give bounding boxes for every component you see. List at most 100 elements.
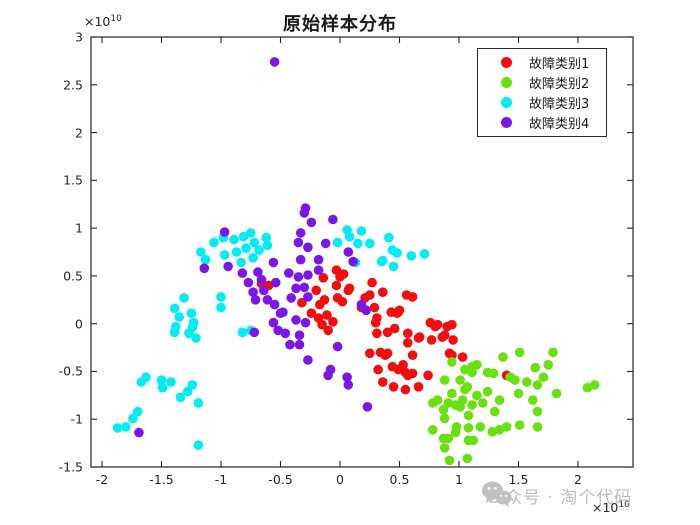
scatter-point-class4 bbox=[219, 227, 230, 237]
scatter-point-class3 bbox=[332, 237, 343, 248]
scatter-point-class3 bbox=[169, 327, 180, 338]
legend-label: 故障类别3 bbox=[529, 97, 590, 113]
scatter-point-class4 bbox=[248, 287, 258, 298]
scatter-point-class1 bbox=[319, 295, 330, 305]
scatter-point-class2 bbox=[482, 386, 493, 397]
legend-label: 故障类别4 bbox=[529, 117, 590, 133]
legend-item: 故障类别3 bbox=[478, 93, 606, 113]
scatter-point-class4 bbox=[269, 299, 280, 310]
scatter-point-class3 bbox=[166, 377, 176, 387]
y-tick-label: 1 bbox=[75, 220, 83, 236]
scatter-point-class4 bbox=[348, 256, 358, 267]
scatter-point-class4 bbox=[320, 238, 331, 249]
scatter-point-class1 bbox=[378, 377, 388, 387]
scatter-point-class1 bbox=[365, 290, 375, 300]
scatter-point-class4 bbox=[134, 427, 144, 438]
scatter-point-class2 bbox=[514, 420, 525, 430]
scatter-point-class1 bbox=[403, 338, 413, 348]
scatter-point-class4 bbox=[259, 285, 269, 296]
y-tick-label: -1.5 bbox=[58, 459, 83, 475]
scatter-point-class4 bbox=[303, 355, 313, 365]
scatter-point-class2 bbox=[548, 347, 558, 358]
scatter-point-class2 bbox=[463, 410, 474, 421]
scatter-point-class2 bbox=[487, 426, 498, 437]
scatter-point-class2 bbox=[439, 443, 450, 453]
scatter-point-class2 bbox=[447, 357, 457, 367]
legend-item: 故障类别2 bbox=[478, 72, 606, 92]
scatter-point-class3 bbox=[196, 247, 206, 257]
scatter-point-class4 bbox=[294, 339, 305, 350]
scatter-point-class3 bbox=[121, 422, 131, 432]
scatter-point-class3 bbox=[156, 375, 167, 385]
scatter-point-class4 bbox=[299, 282, 310, 293]
scatter-point-class1 bbox=[369, 302, 380, 313]
scatter-point-class3 bbox=[187, 380, 198, 390]
scatter-point-class4 bbox=[268, 317, 279, 328]
scatter-point-class1 bbox=[439, 330, 450, 341]
scatter-point-class1 bbox=[448, 335, 458, 345]
scatter-point-class4 bbox=[291, 315, 301, 325]
scatter-point-class3 bbox=[128, 413, 138, 424]
scatter-point-class3 bbox=[169, 303, 180, 314]
wechat-icon bbox=[482, 481, 512, 507]
scatter-point-class2 bbox=[472, 390, 482, 401]
scatter-point-class3 bbox=[191, 333, 201, 343]
scatter-point-class2 bbox=[462, 382, 473, 392]
scatter-point-class2 bbox=[443, 433, 454, 444]
scatter-point-class3 bbox=[241, 243, 251, 253]
scatter-point-class1 bbox=[306, 308, 317, 319]
scatter-point-class2 bbox=[543, 360, 554, 370]
scatter-point-class2 bbox=[457, 395, 468, 405]
scatter-point-class3 bbox=[231, 247, 242, 257]
scatter-point-class4 bbox=[295, 228, 306, 238]
scatter-point-class4 bbox=[295, 254, 306, 265]
scatter-point-class3 bbox=[132, 406, 143, 417]
scatter-point-class1 bbox=[344, 283, 355, 294]
scatter-point-class4 bbox=[293, 237, 304, 248]
scatter-point-class2 bbox=[447, 388, 457, 399]
scatter-point-class3 bbox=[141, 372, 151, 383]
y-tick-label: 0.5 bbox=[63, 268, 83, 284]
scatter-point-class2 bbox=[444, 455, 455, 466]
x-tick-label: 1 bbox=[455, 472, 463, 487]
scatter-point-class2 bbox=[532, 406, 543, 417]
legend-marker-icon bbox=[501, 117, 512, 129]
scatter-point-class2 bbox=[428, 425, 438, 435]
scatter-point-class1 bbox=[407, 368, 418, 379]
x-tick-label: 1.5 bbox=[508, 472, 529, 487]
scatter-point-class1 bbox=[457, 352, 468, 362]
legend-item: 故障类别1 bbox=[478, 52, 606, 72]
scatter-point-class2 bbox=[522, 377, 532, 387]
scatter-point-class3 bbox=[236, 257, 246, 268]
scatter-point-class2 bbox=[530, 362, 540, 373]
scatter-point-class1 bbox=[378, 287, 388, 298]
scatter-point-class4 bbox=[223, 261, 233, 272]
scatter-point-class3 bbox=[200, 254, 211, 265]
scatter-point-class4 bbox=[280, 328, 291, 339]
scatter-point-class4 bbox=[268, 257, 279, 268]
scatter-point-class1 bbox=[373, 364, 383, 375]
x-tick-label: 0 bbox=[336, 472, 344, 487]
scatter-point-class3 bbox=[216, 302, 226, 313]
scatter-point-class3 bbox=[184, 328, 194, 339]
scatter-point-class4 bbox=[284, 268, 294, 278]
scatter-point-class2 bbox=[455, 375, 466, 385]
scatter-point-class2 bbox=[498, 352, 508, 362]
scatter-point-class3 bbox=[254, 245, 264, 255]
scatter-point-class2 bbox=[501, 422, 512, 432]
scatter-point-class2 bbox=[475, 422, 486, 432]
scatter-point-class1 bbox=[322, 310, 332, 320]
axes-box bbox=[90, 36, 634, 468]
scatter-point-class3 bbox=[179, 293, 189, 303]
legend-marker-icon bbox=[501, 76, 512, 88]
scatter-point-class4 bbox=[300, 317, 311, 328]
scatter-point-class1 bbox=[394, 305, 405, 316]
x-tick-label: -1 bbox=[214, 472, 228, 487]
scatter-point-class1 bbox=[331, 280, 342, 291]
scatter-point-class4 bbox=[328, 214, 338, 225]
scatter-point-class2 bbox=[528, 395, 538, 405]
legend-label: 故障类别2 bbox=[529, 76, 590, 92]
scatter-point-class2 bbox=[489, 406, 500, 417]
scatter-point-class4 bbox=[237, 268, 248, 278]
